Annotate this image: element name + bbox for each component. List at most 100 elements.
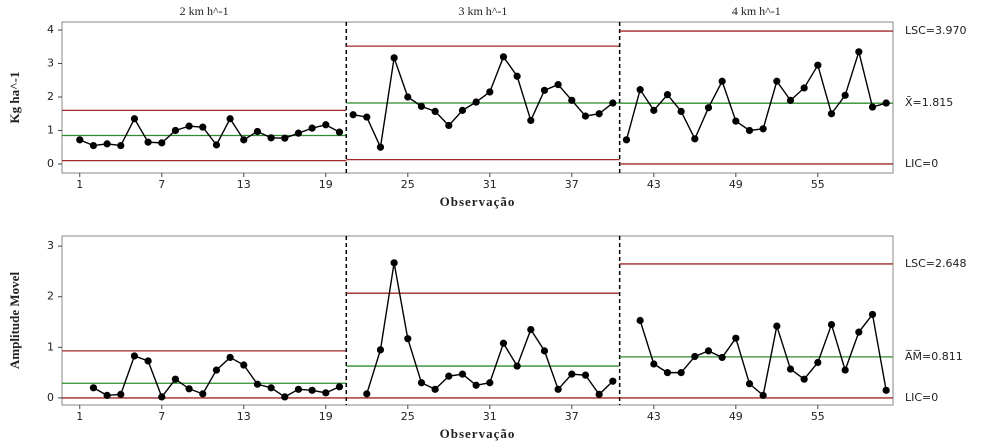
data-point	[322, 121, 330, 129]
x-tick-label: 13	[237, 178, 251, 191]
data-point	[554, 81, 562, 89]
y-tick-label: 2	[47, 90, 54, 103]
data-point	[199, 123, 207, 131]
data-point	[253, 380, 262, 388]
data-point	[800, 84, 808, 92]
data-point	[199, 390, 207, 398]
data-point	[759, 391, 767, 399]
data-point	[732, 334, 740, 342]
data-point	[335, 128, 344, 136]
data-point	[786, 365, 795, 373]
data-point	[130, 352, 139, 360]
data-point	[185, 385, 193, 393]
data-point	[773, 322, 781, 330]
data-point	[663, 369, 672, 377]
data-point	[800, 375, 808, 383]
data-point	[718, 77, 726, 85]
data-point	[281, 393, 289, 401]
data-point	[308, 124, 316, 132]
data-point	[158, 393, 166, 401]
data-point	[472, 381, 480, 389]
series-line	[639, 312, 887, 397]
data-point	[226, 353, 234, 362]
data-point	[499, 339, 508, 347]
data-point	[855, 48, 863, 56]
data-point	[704, 347, 713, 355]
data-point	[335, 383, 344, 391]
data-point	[595, 390, 603, 398]
data-point	[117, 390, 125, 398]
data-point	[76, 136, 84, 144]
data-point	[294, 129, 303, 137]
data-point	[527, 326, 535, 334]
data-point	[609, 99, 617, 107]
data-point	[814, 61, 822, 69]
data-point	[226, 115, 234, 123]
data-point	[773, 77, 781, 85]
data-point	[253, 127, 262, 136]
data-point	[171, 126, 180, 135]
data-point	[745, 380, 754, 388]
data-point	[759, 125, 767, 133]
x-tick-label: 49	[729, 410, 743, 423]
x-tick-label: 19	[319, 410, 333, 423]
data-point	[636, 86, 644, 94]
data-point	[718, 353, 726, 362]
data-point	[294, 385, 303, 393]
x-tick-label: 31	[483, 410, 497, 423]
data-point	[814, 358, 822, 367]
data-point	[882, 99, 890, 107]
data-point	[171, 375, 180, 383]
data-point	[636, 316, 644, 325]
data-point	[376, 346, 385, 354]
y-axis-label: Kg ha^-1	[7, 72, 22, 124]
data-point	[499, 53, 508, 61]
x-tick-label: 49	[729, 178, 743, 191]
x-tick-label: 7	[158, 178, 165, 191]
data-point	[581, 112, 590, 120]
data-point	[691, 352, 699, 361]
data-point	[568, 370, 576, 378]
data-point	[117, 141, 125, 150]
data-point	[363, 390, 371, 398]
data-point	[281, 134, 289, 142]
data-point	[650, 360, 658, 368]
x-tick-label: 43	[647, 178, 661, 191]
x-tick-label: 7	[158, 410, 165, 423]
series-line	[93, 355, 340, 399]
x-tick-label: 37	[565, 178, 579, 191]
data-point	[554, 385, 562, 393]
data-point	[827, 320, 836, 329]
x-tick-label: 31	[483, 178, 497, 191]
data-point	[431, 385, 439, 393]
x-tick-label: 55	[811, 178, 825, 191]
limit-label: LSC=3.970	[905, 24, 967, 37]
data-point	[404, 93, 412, 101]
data-point	[376, 143, 385, 151]
data-point	[144, 138, 152, 146]
data-point	[581, 371, 590, 379]
phase-label: 2 km h^-1	[180, 4, 229, 18]
data-point	[240, 136, 248, 144]
data-point	[663, 91, 672, 99]
data-point	[89, 384, 98, 392]
limit-label: LSC=2.648	[905, 257, 967, 270]
x-tick-label: 43	[647, 410, 661, 423]
data-point	[185, 122, 193, 130]
data-point	[677, 107, 685, 115]
data-point	[882, 386, 890, 394]
data-point	[868, 310, 877, 319]
data-point	[404, 335, 412, 343]
x-axis-label: Observação	[440, 426, 516, 441]
data-point	[212, 141, 221, 149]
data-point	[786, 96, 795, 104]
data-point	[704, 104, 713, 112]
x-tick-label: 13	[237, 410, 251, 423]
data-point	[417, 102, 426, 110]
y-axis-label: Amplitude Movel	[7, 272, 22, 370]
data-point	[458, 370, 467, 378]
data-point	[308, 386, 316, 394]
y-tick-label: 0	[47, 391, 54, 404]
limit-label: A̅M̅=0.811	[905, 350, 963, 363]
phase-label: 4 km h^-1	[732, 4, 781, 18]
